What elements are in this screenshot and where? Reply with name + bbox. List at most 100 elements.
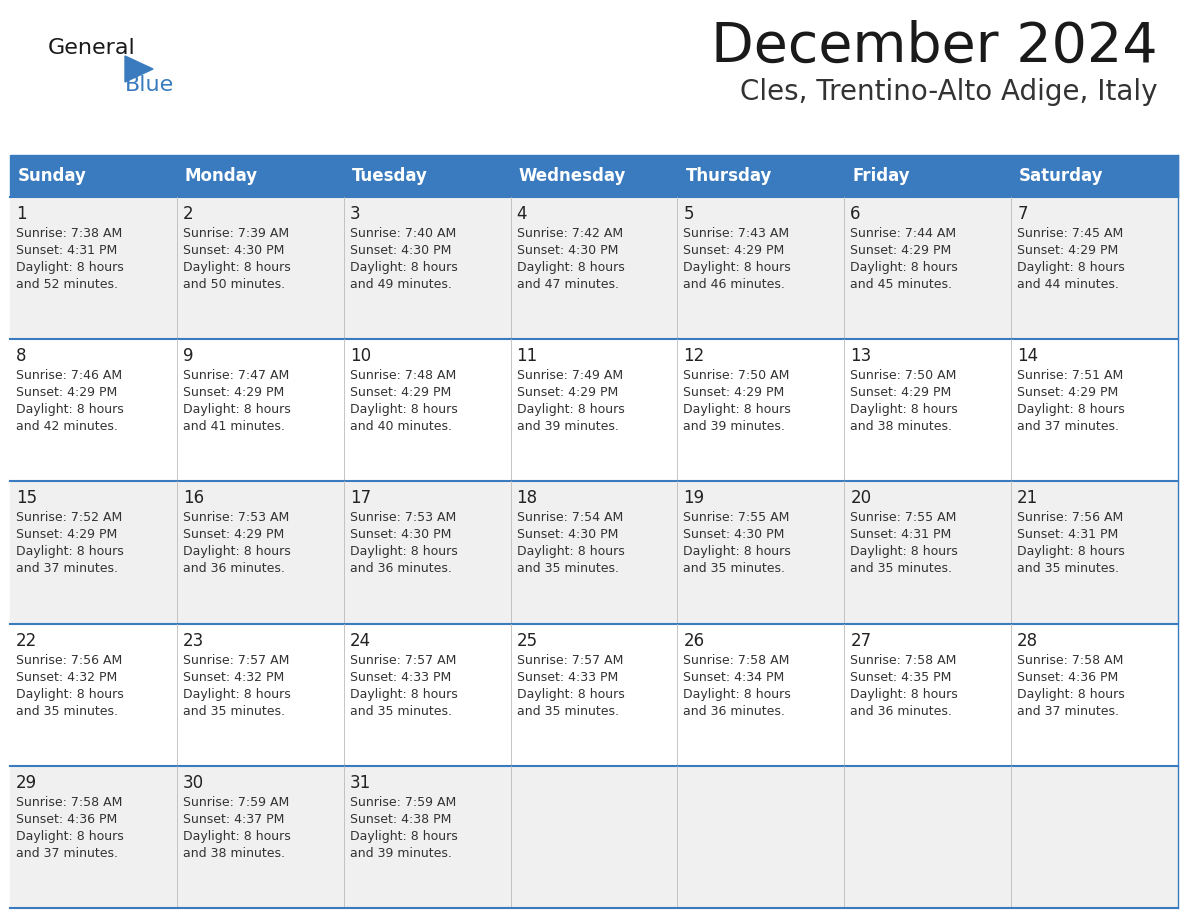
Text: Sunset: 4:31 PM: Sunset: 4:31 PM xyxy=(1017,529,1118,542)
Text: General: General xyxy=(48,38,135,58)
Polygon shape xyxy=(125,56,153,82)
Bar xyxy=(10,481,1178,623)
Text: and 35 minutes.: and 35 minutes. xyxy=(851,563,953,576)
Text: Sunset: 4:36 PM: Sunset: 4:36 PM xyxy=(15,812,118,826)
Text: Sunrise: 7:52 AM: Sunrise: 7:52 AM xyxy=(15,511,122,524)
Text: Daylight: 8 hours: Daylight: 8 hours xyxy=(349,830,457,843)
Text: Sunrise: 7:53 AM: Sunrise: 7:53 AM xyxy=(183,511,289,524)
Text: Sunset: 4:30 PM: Sunset: 4:30 PM xyxy=(349,529,451,542)
Text: and 45 minutes.: and 45 minutes. xyxy=(851,278,953,291)
Text: and 36 minutes.: and 36 minutes. xyxy=(683,705,785,718)
Text: Sunrise: 7:56 AM: Sunrise: 7:56 AM xyxy=(1017,511,1124,524)
Text: Blue: Blue xyxy=(125,75,175,95)
Text: Sunrise: 7:56 AM: Sunrise: 7:56 AM xyxy=(15,654,122,666)
Text: Sunset: 4:35 PM: Sunset: 4:35 PM xyxy=(851,671,952,684)
Text: and 39 minutes.: and 39 minutes. xyxy=(517,420,619,433)
Text: Daylight: 8 hours: Daylight: 8 hours xyxy=(349,403,457,416)
Text: Sunrise: 7:57 AM: Sunrise: 7:57 AM xyxy=(517,654,623,666)
Text: Sunrise: 7:44 AM: Sunrise: 7:44 AM xyxy=(851,227,956,240)
Text: Sunset: 4:29 PM: Sunset: 4:29 PM xyxy=(851,386,952,399)
Text: 15: 15 xyxy=(15,489,37,508)
Text: Thursday: Thursday xyxy=(685,167,772,185)
Text: and 35 minutes.: and 35 minutes. xyxy=(1017,563,1119,576)
Text: and 37 minutes.: and 37 minutes. xyxy=(1017,705,1119,718)
Text: Daylight: 8 hours: Daylight: 8 hours xyxy=(183,545,291,558)
Text: Sunset: 4:30 PM: Sunset: 4:30 PM xyxy=(683,529,785,542)
Text: Sunset: 4:29 PM: Sunset: 4:29 PM xyxy=(183,529,284,542)
Text: Sunrise: 7:46 AM: Sunrise: 7:46 AM xyxy=(15,369,122,382)
Text: 9: 9 xyxy=(183,347,194,365)
Text: and 39 minutes.: and 39 minutes. xyxy=(349,846,451,860)
Text: and 41 minutes.: and 41 minutes. xyxy=(183,420,285,433)
Text: 13: 13 xyxy=(851,347,872,365)
Text: Sunset: 4:37 PM: Sunset: 4:37 PM xyxy=(183,812,284,826)
Text: Sunset: 4:31 PM: Sunset: 4:31 PM xyxy=(851,529,952,542)
Text: Daylight: 8 hours: Daylight: 8 hours xyxy=(1017,403,1125,416)
Text: 24: 24 xyxy=(349,632,371,650)
Text: Sunset: 4:29 PM: Sunset: 4:29 PM xyxy=(15,529,118,542)
Text: Cles, Trentino-Alto Adige, Italy: Cles, Trentino-Alto Adige, Italy xyxy=(740,78,1158,106)
Text: Daylight: 8 hours: Daylight: 8 hours xyxy=(15,830,124,843)
Text: Daylight: 8 hours: Daylight: 8 hours xyxy=(15,261,124,274)
Text: 1: 1 xyxy=(15,205,26,223)
Text: December 2024: December 2024 xyxy=(712,20,1158,74)
Text: Daylight: 8 hours: Daylight: 8 hours xyxy=(183,688,291,700)
Text: Daylight: 8 hours: Daylight: 8 hours xyxy=(349,545,457,558)
Text: and 35 minutes.: and 35 minutes. xyxy=(183,705,285,718)
Text: 8: 8 xyxy=(15,347,26,365)
Text: 20: 20 xyxy=(851,489,872,508)
Text: Daylight: 8 hours: Daylight: 8 hours xyxy=(517,403,625,416)
Text: Sunset: 4:29 PM: Sunset: 4:29 PM xyxy=(183,386,284,399)
Text: Sunset: 4:29 PM: Sunset: 4:29 PM xyxy=(15,386,118,399)
Text: Sunrise: 7:42 AM: Sunrise: 7:42 AM xyxy=(517,227,623,240)
Text: and 37 minutes.: and 37 minutes. xyxy=(1017,420,1119,433)
Text: 27: 27 xyxy=(851,632,872,650)
Text: Sunday: Sunday xyxy=(18,167,87,185)
Text: Daylight: 8 hours: Daylight: 8 hours xyxy=(517,261,625,274)
Text: and 38 minutes.: and 38 minutes. xyxy=(851,420,953,433)
Text: Sunset: 4:38 PM: Sunset: 4:38 PM xyxy=(349,812,451,826)
Text: Sunrise: 7:58 AM: Sunrise: 7:58 AM xyxy=(1017,654,1124,666)
Text: Daylight: 8 hours: Daylight: 8 hours xyxy=(683,545,791,558)
Text: Sunrise: 7:45 AM: Sunrise: 7:45 AM xyxy=(1017,227,1124,240)
Text: Daylight: 8 hours: Daylight: 8 hours xyxy=(15,403,124,416)
Text: Sunset: 4:29 PM: Sunset: 4:29 PM xyxy=(1017,244,1118,257)
Text: Sunset: 4:30 PM: Sunset: 4:30 PM xyxy=(517,244,618,257)
Text: Sunrise: 7:59 AM: Sunrise: 7:59 AM xyxy=(349,796,456,809)
Text: and 35 minutes.: and 35 minutes. xyxy=(517,705,619,718)
Text: and 49 minutes.: and 49 minutes. xyxy=(349,278,451,291)
Text: Sunrise: 7:55 AM: Sunrise: 7:55 AM xyxy=(683,511,790,524)
Text: Daylight: 8 hours: Daylight: 8 hours xyxy=(851,403,958,416)
Text: Sunrise: 7:59 AM: Sunrise: 7:59 AM xyxy=(183,796,289,809)
Text: and 50 minutes.: and 50 minutes. xyxy=(183,278,285,291)
Text: 28: 28 xyxy=(1017,632,1038,650)
Text: Sunset: 4:29 PM: Sunset: 4:29 PM xyxy=(683,244,785,257)
Text: 12: 12 xyxy=(683,347,704,365)
Text: Sunrise: 7:38 AM: Sunrise: 7:38 AM xyxy=(15,227,122,240)
Text: and 35 minutes.: and 35 minutes. xyxy=(349,705,451,718)
Text: and 42 minutes.: and 42 minutes. xyxy=(15,420,118,433)
Text: 18: 18 xyxy=(517,489,538,508)
Text: and 37 minutes.: and 37 minutes. xyxy=(15,846,118,860)
Text: Sunrise: 7:49 AM: Sunrise: 7:49 AM xyxy=(517,369,623,382)
Text: and 37 minutes.: and 37 minutes. xyxy=(15,563,118,576)
Text: 25: 25 xyxy=(517,632,538,650)
Text: 6: 6 xyxy=(851,205,861,223)
Bar xyxy=(10,623,1178,766)
Text: Sunset: 4:29 PM: Sunset: 4:29 PM xyxy=(1017,386,1118,399)
Text: 4: 4 xyxy=(517,205,527,223)
Text: Sunrise: 7:39 AM: Sunrise: 7:39 AM xyxy=(183,227,289,240)
Text: Monday: Monday xyxy=(185,167,258,185)
Text: Sunrise: 7:51 AM: Sunrise: 7:51 AM xyxy=(1017,369,1124,382)
Text: Daylight: 8 hours: Daylight: 8 hours xyxy=(1017,688,1125,700)
Text: 3: 3 xyxy=(349,205,360,223)
Text: and 36 minutes.: and 36 minutes. xyxy=(183,563,285,576)
Text: 2: 2 xyxy=(183,205,194,223)
Text: Sunrise: 7:47 AM: Sunrise: 7:47 AM xyxy=(183,369,289,382)
Text: Sunset: 4:29 PM: Sunset: 4:29 PM xyxy=(517,386,618,399)
Text: Tuesday: Tuesday xyxy=(352,167,428,185)
Text: Sunset: 4:32 PM: Sunset: 4:32 PM xyxy=(183,671,284,684)
Text: and 46 minutes.: and 46 minutes. xyxy=(683,278,785,291)
Text: Sunset: 4:29 PM: Sunset: 4:29 PM xyxy=(349,386,451,399)
Text: Daylight: 8 hours: Daylight: 8 hours xyxy=(683,403,791,416)
